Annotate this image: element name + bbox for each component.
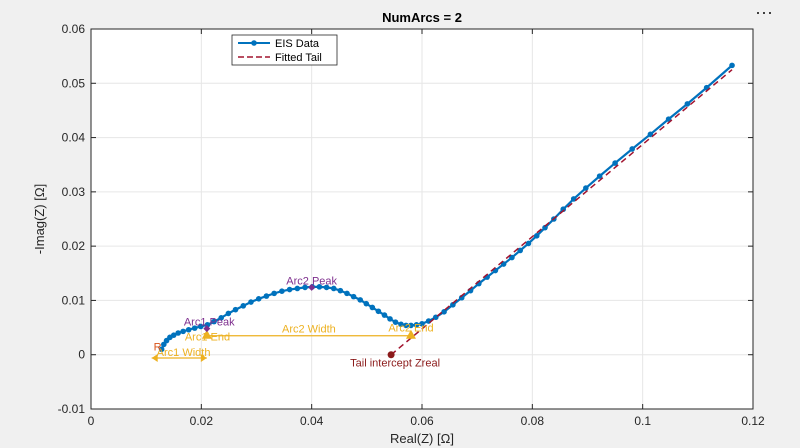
- arc2-peak-marker: [308, 283, 316, 291]
- eis-data-point: [419, 320, 425, 327]
- eis-data-point: [286, 286, 293, 293]
- eis-data-point: [185, 326, 192, 333]
- eis-data-point: [337, 287, 344, 294]
- eis-data-point: [450, 301, 456, 308]
- y-tick-label: 0.02: [62, 239, 86, 253]
- eis-data-point: [248, 299, 254, 305]
- chart-title: NumArcs = 2: [382, 10, 462, 25]
- eis-data-point: [583, 185, 589, 191]
- arc1-peak-marker: [203, 325, 211, 333]
- tick-marks: [90, 28, 754, 410]
- arc1-width-arrow-left: [151, 353, 158, 362]
- eis-data-point: [525, 240, 532, 247]
- eis-data-point: [542, 224, 548, 231]
- eis-data-point: [357, 297, 364, 303]
- y-tick-label: 0.06: [62, 22, 86, 36]
- eis-data-point: [170, 332, 177, 338]
- y-tick-label: 0.01: [62, 293, 86, 307]
- y-axis-label: -Imag(Z) [Ω]: [32, 184, 47, 254]
- x-tick-label: 0: [88, 414, 95, 428]
- eis-data-point: [369, 304, 376, 311]
- legend-eis-marker: [251, 40, 257, 46]
- y-tick-label: 0.05: [62, 76, 86, 90]
- eis-data-line: [160, 64, 733, 350]
- eis-data-point: [255, 296, 262, 302]
- y-tick-label: 0.04: [62, 131, 86, 145]
- tail-intercept-marker: [387, 351, 395, 359]
- eis-data-point: [158, 346, 165, 353]
- eis-data-point: [387, 316, 393, 322]
- eis-data-point: [218, 315, 224, 321]
- legend-eis-label: EIS Data: [275, 38, 320, 50]
- eis-data-markers: [158, 62, 735, 353]
- eis-data-point: [232, 306, 239, 313]
- more-options-button[interactable]: ⋯: [755, 3, 774, 23]
- eis-data-point: [381, 312, 388, 318]
- y-tick-label: 0: [78, 348, 85, 362]
- arc1-width-label: Arc1 Width: [157, 347, 211, 359]
- eis-data-point: [263, 293, 270, 299]
- eis-data-point: [517, 247, 523, 254]
- legend-box: [231, 34, 338, 66]
- eis-data-point: [596, 173, 603, 179]
- y-tick-label: 0.03: [62, 185, 86, 199]
- eis-data-point: [729, 62, 735, 69]
- eis-data-point: [363, 300, 370, 307]
- eis-data-point: [211, 318, 217, 325]
- eis-data-point: [413, 322, 420, 328]
- x-tick-label: 0.12: [741, 414, 765, 428]
- x-tick-label: 0.04: [300, 414, 324, 428]
- fitted-tail-line: [390, 69, 733, 356]
- x-axis-label: Real(Z) [Ω]: [390, 431, 454, 446]
- eis-data-point: [197, 323, 204, 330]
- arc1-end-marker: [201, 329, 212, 339]
- arc1-width-arrow-right: [200, 353, 207, 362]
- eis-data-point: [533, 233, 540, 239]
- eis-data-point: [279, 288, 285, 295]
- arc1-end-label: Arc1 End: [185, 332, 230, 344]
- arc1-peak-label: Arc1 Peak: [184, 317, 235, 329]
- eis-data-point: [665, 116, 672, 122]
- eis-data-point: [330, 285, 337, 292]
- eis-data-point: [647, 131, 654, 138]
- eis-data-point: [612, 160, 618, 166]
- legend-tail-label: Fitted Tail: [275, 52, 322, 64]
- eis-data-point: [294, 285, 301, 292]
- arc2-end-marker: [405, 329, 416, 339]
- eis-data-point: [323, 284, 330, 291]
- eis-data-point: [408, 322, 414, 329]
- y-tick-label: -0.01: [58, 402, 86, 416]
- arc2-width-label: Arc2 Width: [282, 324, 336, 336]
- eis-data-point: [350, 293, 357, 300]
- x-tick-label: 0.1: [634, 414, 651, 428]
- tail-intercept-label: Tail intercept Zreal: [350, 358, 440, 370]
- eis-data-point: [302, 284, 308, 291]
- eis-data-point: [403, 322, 409, 329]
- eis-data-point: [392, 319, 399, 325]
- eis-data-point: [344, 290, 350, 297]
- eis-data-point: [180, 328, 186, 335]
- eis-data-point: [441, 309, 447, 315]
- eis-data-point: [191, 325, 198, 331]
- eis-data-point: [684, 101, 691, 107]
- eis-data-point: [509, 254, 515, 261]
- eis-data-point: [240, 303, 247, 309]
- r-label: R: [154, 341, 162, 353]
- eis-data-point: [316, 284, 323, 290]
- eis-data-point: [629, 146, 635, 152]
- eis-data-point: [375, 308, 382, 315]
- eis-data-point: [225, 310, 232, 317]
- x-tick-label: 0.06: [410, 414, 434, 428]
- eis-data-point: [175, 330, 181, 336]
- arc2-end-label: Arc2 End: [388, 323, 433, 335]
- x-tick-label: 0.08: [521, 414, 545, 428]
- x-tick-label: 0.02: [190, 414, 214, 428]
- eis-data-point: [271, 290, 277, 297]
- arc2-peak-label: Arc2 Peak: [286, 275, 337, 287]
- legend: EIS Data Fitted Tail: [231, 34, 338, 66]
- eis-data-point: [398, 321, 404, 328]
